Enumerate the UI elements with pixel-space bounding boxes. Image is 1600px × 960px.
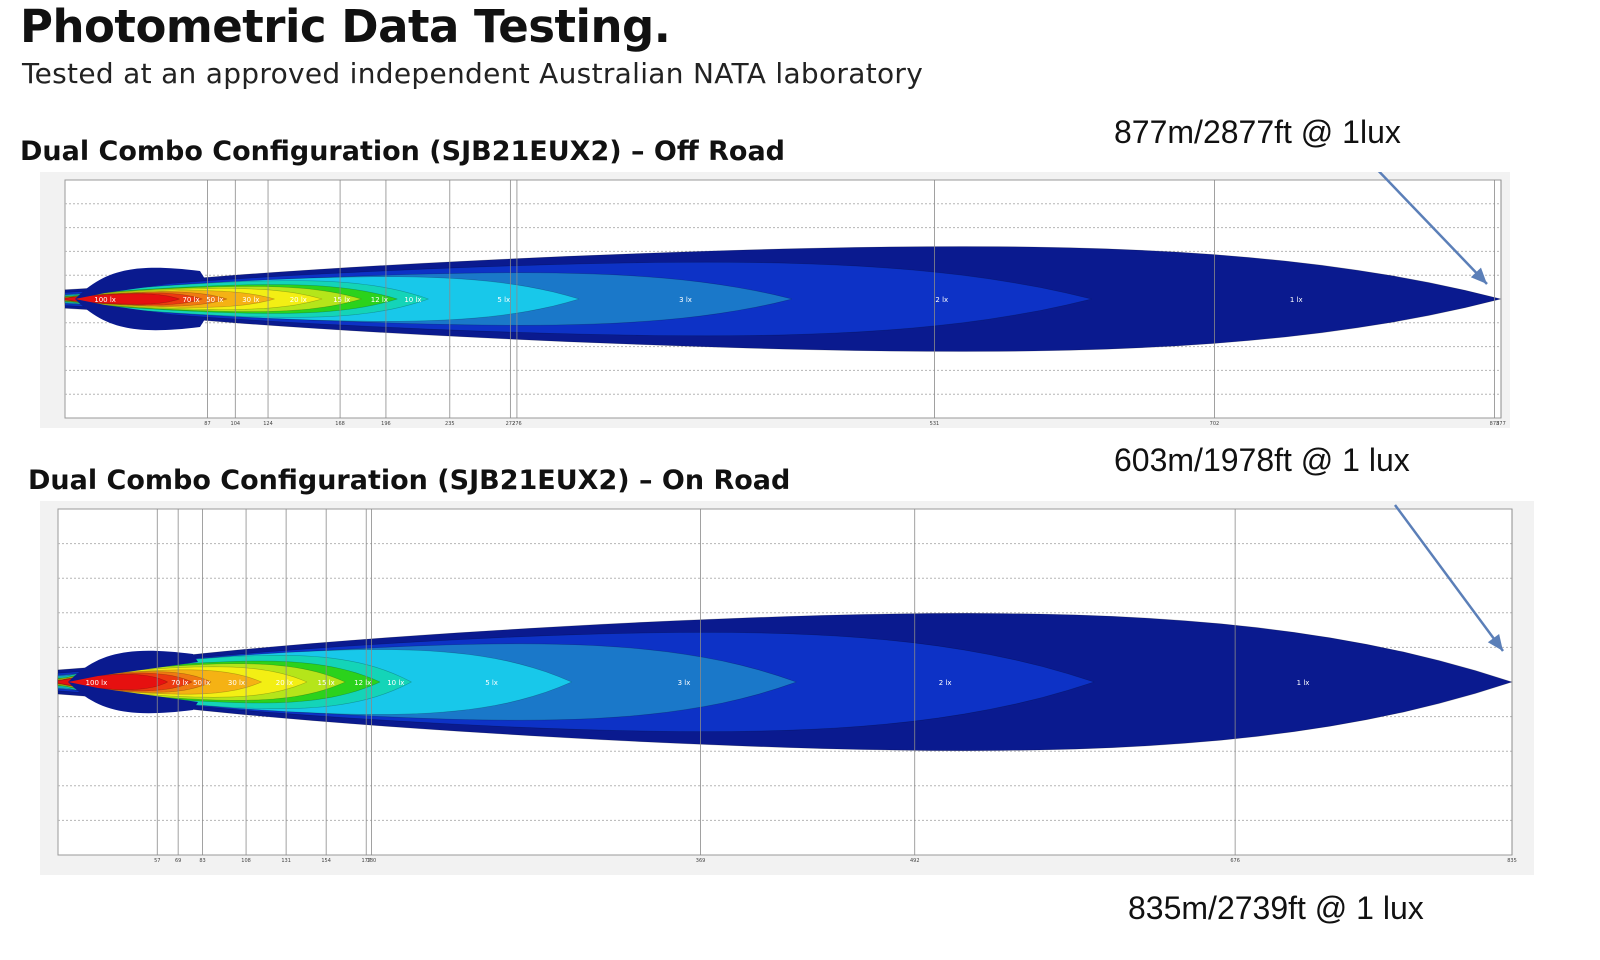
off-road-x-tick-label: 276: [512, 421, 522, 427]
chart-panel-on-road: 57 69 83 108 131 154 177 180 369 492 676 835 1 lx 2 l…: [40, 501, 1534, 875]
off-road-contour-label: 15 lx: [333, 296, 350, 304]
on-road-contour-label: 1 lx: [1297, 679, 1310, 687]
annotation-on-road-bottom: 835m/2739ft @ 1 lux: [1128, 890, 1424, 926]
off-road-x-tick-label: 104: [231, 421, 241, 427]
off-road-contour-label: 1 lx: [1290, 296, 1303, 304]
page-subtitle: Tested at an approved independent Austra…: [22, 57, 924, 90]
off-road-contour-label: 50 lx: [206, 296, 223, 304]
on-road-contour-label: 100 lx: [86, 679, 108, 687]
off-road-contour-100lx: [64, 293, 180, 305]
on-road-lobe-lower: [68, 682, 198, 714]
on-road-contour-label: 20 lx: [276, 679, 293, 687]
off-road-x-tick-label: 168: [335, 421, 345, 427]
off-road-lobe-upper: [75, 267, 205, 299]
on-road-arrow-head: [1487, 633, 1503, 651]
on-road-x-tick-label: 69: [175, 858, 181, 864]
on-road-x-tick-label: 835: [1507, 858, 1517, 864]
off-road-x-tick-label: 235: [445, 421, 455, 427]
off-road-arrow-head: [1470, 267, 1487, 284]
on-road-contour-label: 3 lx: [678, 679, 691, 687]
on-road-contour-label: 5 lx: [485, 679, 498, 687]
off-road-contour-label: 100 lx: [94, 296, 116, 304]
off-road-contour-label: 5 lx: [497, 296, 510, 304]
on-road-x-tick-label: 492: [910, 858, 920, 864]
on-road-x-tick-label: 57: [154, 858, 160, 864]
on-road-contour-label: 30 lx: [228, 679, 245, 687]
off-road-x-tick-label: 87: [204, 421, 210, 427]
page-title: Photometric Data Testing.: [20, 0, 671, 53]
on-road-contour-label: 12 lx: [354, 679, 371, 687]
chart-title-off-road: Dual Combo Configuration (SJB21EUX2) – O…: [20, 136, 786, 167]
off-road-x-tick-label: 873: [1490, 421, 1500, 427]
on-road-arrow-line: [1393, 504, 1505, 652]
on-road-x-tick-label: 131: [281, 858, 291, 864]
off-road-contour-label: 20 lx: [290, 296, 307, 304]
off-road-x-tick-label: 531: [930, 421, 940, 427]
on-road-x-tick-label: 154: [321, 858, 331, 864]
annotation-on-road: 603m/1978ft @ 1 lux: [1114, 442, 1410, 478]
off-road-contour-label: 2 lx: [935, 296, 948, 304]
on-road-x-tick-label: 177: [361, 858, 371, 864]
off-road-contour-label: 12 lx: [371, 296, 388, 304]
off-road-arrow-line: [1377, 172, 1488, 285]
on-road-x-tick-label: 83: [199, 858, 205, 864]
off-road-x-tick-label: 124: [263, 421, 273, 427]
off-road-lobe-lower: [75, 299, 205, 331]
off-road-x-tick-label: 272: [506, 421, 516, 427]
on-road-contour-label: 2 lx: [939, 679, 952, 687]
on-road-x-tick-label: 369: [696, 858, 706, 864]
on-road-contour-label: 50 lx: [193, 679, 210, 687]
chart-title-on-road: Dual Combo Configuration (SJB21EUX2) – O…: [28, 465, 791, 496]
off-road-contour-label: 3 lx: [679, 296, 692, 304]
off-road-contour-label: 30 lx: [242, 296, 259, 304]
on-road-contour-label: 15 lx: [318, 679, 335, 687]
off-road-x-tick-label: 702: [1210, 421, 1220, 427]
on-road-contour-label: 10 lx: [387, 679, 404, 687]
on-road-contour-label: 70 lx: [171, 679, 188, 687]
off-road-contour-label: 70 lx: [182, 296, 199, 304]
chart-panel-off-road: 87 104 124 168 196 235 272 276 531 702 873 877 1 lx 2…: [40, 172, 1510, 428]
on-road-x-tick-label: 676: [1230, 858, 1240, 864]
on-road-x-tick-label: 180: [367, 858, 377, 864]
off-road-contour-label: 10 lx: [404, 296, 421, 304]
off-road-x-tick-label: 196: [381, 421, 391, 427]
on-road-x-tick-label: 108: [241, 858, 251, 864]
on-road-lobe-upper: [68, 650, 198, 682]
off-road-x-tick-label: 877: [1496, 421, 1506, 427]
annotation-off-road: 877m/2877ft @ 1lux: [1114, 114, 1401, 150]
